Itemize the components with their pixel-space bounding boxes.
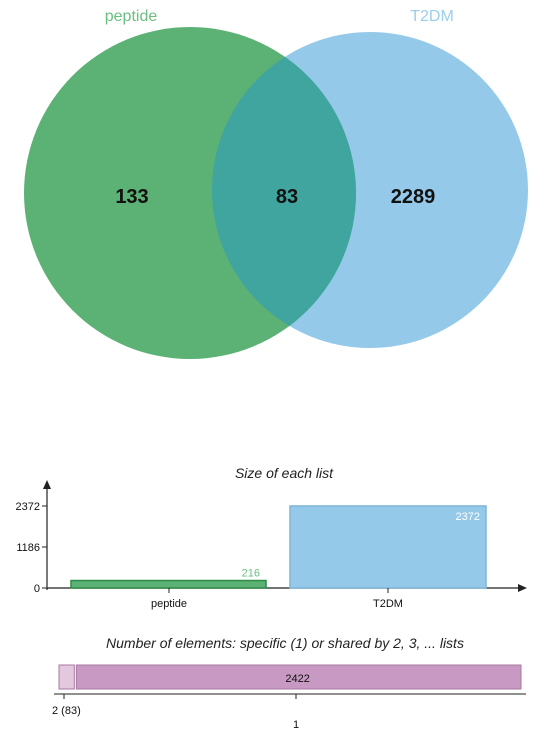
- y-axis-arrow: [43, 480, 51, 489]
- x-tick-label-peptide: peptide: [151, 598, 187, 610]
- overlap-region: [211, 56, 356, 326]
- y-tick-label-0: 0: [34, 583, 40, 595]
- bar-peptide: [70, 579, 267, 589]
- bar-value-t2dm: 2372: [456, 511, 480, 523]
- x-axis-arrow: [518, 584, 527, 592]
- segment-shared-by-2: [58, 664, 75, 690]
- peptide-only-count: 133: [115, 186, 148, 208]
- peptide-set-label: peptide: [105, 8, 158, 25]
- venn-diagram: peptide T2DM 133 83 2289: [24, 8, 528, 359]
- y-tick-label-2372: 2372: [16, 501, 40, 513]
- shared-elements-chart-title: Number of elements: specific (1) or shar…: [106, 635, 464, 651]
- x-tick-label-t2dm: T2DM: [373, 598, 403, 610]
- intersection-count: 83: [276, 186, 298, 208]
- list-size-chart-title: Size of each list: [235, 465, 334, 481]
- t2dm-only-count: 2289: [391, 186, 436, 208]
- tick-label-specific-1: 1: [293, 719, 299, 731]
- shared-elements-chart: Number of elements: specific (1) or shar…: [52, 635, 526, 731]
- bar-t2dm: [289, 505, 487, 589]
- tick-label-shared-by-2: 2 (83): [52, 705, 81, 717]
- y-tick-label-1186: 1186: [16, 542, 40, 554]
- t2dm-set-label: T2DM: [410, 8, 454, 25]
- bar-value-peptide: 216: [242, 568, 260, 580]
- segment-specific-1: [75, 664, 522, 690]
- list-size-chart: Size of each list 0 1186 2372 216 2372 p…: [16, 465, 527, 610]
- segment-specific-1-value: 2422: [285, 673, 309, 685]
